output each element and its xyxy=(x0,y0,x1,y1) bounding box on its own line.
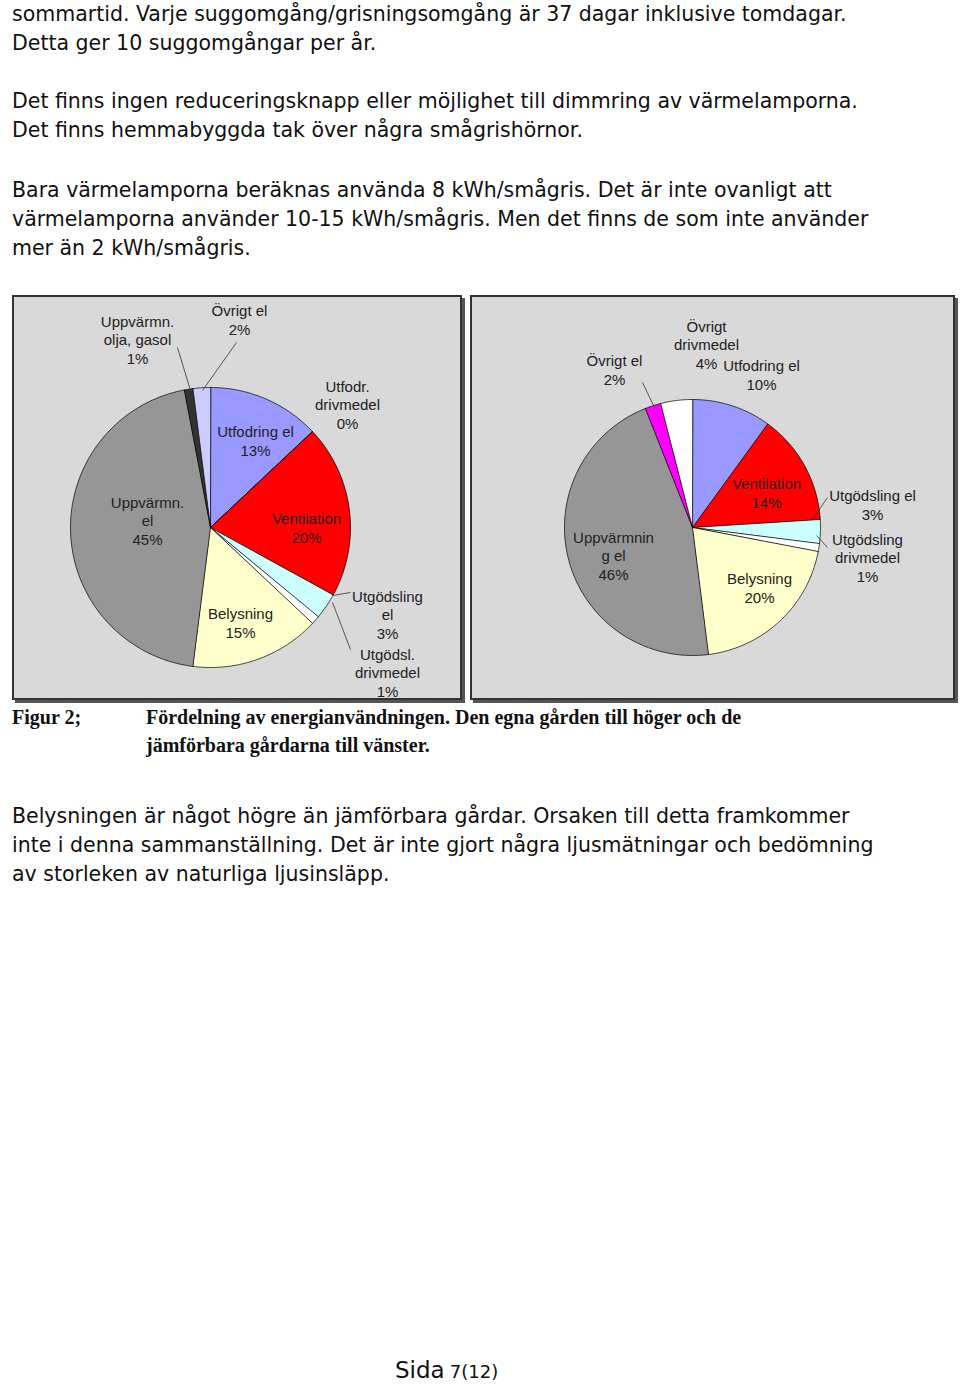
html-text:inte i denna sammanställning.: inte i denna sammanställning. Det är int… xyxy=(12,833,874,857)
html-text:Bara värmelamporna beräknas an: Bara värmelamporna beräknas använda 8 kW… xyxy=(12,178,832,202)
svg-text:Belysning20%: Belysning20% xyxy=(727,570,792,605)
svg-text:Övrigt el2%: Övrigt el2% xyxy=(212,302,268,337)
html-text:Belysningen är något högre än: Belysningen är något högre än jämförbara… xyxy=(12,804,850,828)
html-text:mer än 2 kWh/smågris.: mer än 2 kWh/smågris. xyxy=(12,236,251,260)
svg-text:Utfodr.drivmedel0%: Utfodr.drivmedel0% xyxy=(315,378,380,432)
html-text:Det finns ingen reduceringskna: Det finns ingen reduceringsknapp eller m… xyxy=(12,89,858,113)
html-text:sommartid. Varje suggomgång/gr: sommartid. Varje suggomgång/grisningsomg… xyxy=(12,2,847,26)
svg-text:Övrigt el2%: Övrigt el2% xyxy=(587,352,643,387)
html-text:Detta ger 10 suggomgångar per: Detta ger 10 suggomgångar per år. xyxy=(12,31,377,55)
svg-text:Uppvärmning el46%: Uppvärmning el46% xyxy=(573,529,654,583)
svg-text:Utgödsl.drivmedel1%: Utgödsl.drivmedel1% xyxy=(355,646,420,700)
html-text:av storleken av naturliga ljus: av storleken av naturliga ljusinsläpp. xyxy=(12,862,390,886)
html-text:Figur 2;: Figur 2; xyxy=(12,706,82,728)
svg-text:Ventilation14%: Ventilation14% xyxy=(732,475,801,510)
html-text:värmelamporna använder 10-15 k: värmelamporna använder 10-15 kWh/smågris… xyxy=(12,207,869,231)
svg-text:Utfodring el10%: Utfodring el10% xyxy=(723,357,800,392)
html-text:jämförbara gårdarna till vänst: jämförbara gårdarna till vänster. xyxy=(146,734,430,756)
svg-text:Belysning15%: Belysning15% xyxy=(208,605,273,640)
html-text:Sida 7(12): Sida 7(12) xyxy=(395,1357,499,1383)
svg-text:Utgödslingel3%: Utgödslingel3% xyxy=(352,588,423,642)
svg-text:Utfodring el13%: Utfodring el13% xyxy=(217,423,294,458)
svg-text:Utgödslingdrivmedel1%: Utgödslingdrivmedel1% xyxy=(832,531,903,585)
svg-text:Uppvärmn.olja, gasol1%: Uppvärmn.olja, gasol1% xyxy=(101,313,174,367)
svg-text:Övrigtdrivmedel4%: Övrigtdrivmedel4% xyxy=(674,318,739,372)
html-text:Fördelning av energianvändning: Fördelning av energianvändningen. Den eg… xyxy=(146,706,742,728)
svg-text:Uppvärmn.el45%: Uppvärmn.el45% xyxy=(111,494,184,548)
html-text:Det finns hemmabyggda tak över: Det finns hemmabyggda tak över några små… xyxy=(12,118,583,142)
svg-text:Ventilation20%: Ventilation20% xyxy=(272,510,341,545)
svg-text:Utgödsling el3%: Utgödsling el3% xyxy=(829,487,916,522)
